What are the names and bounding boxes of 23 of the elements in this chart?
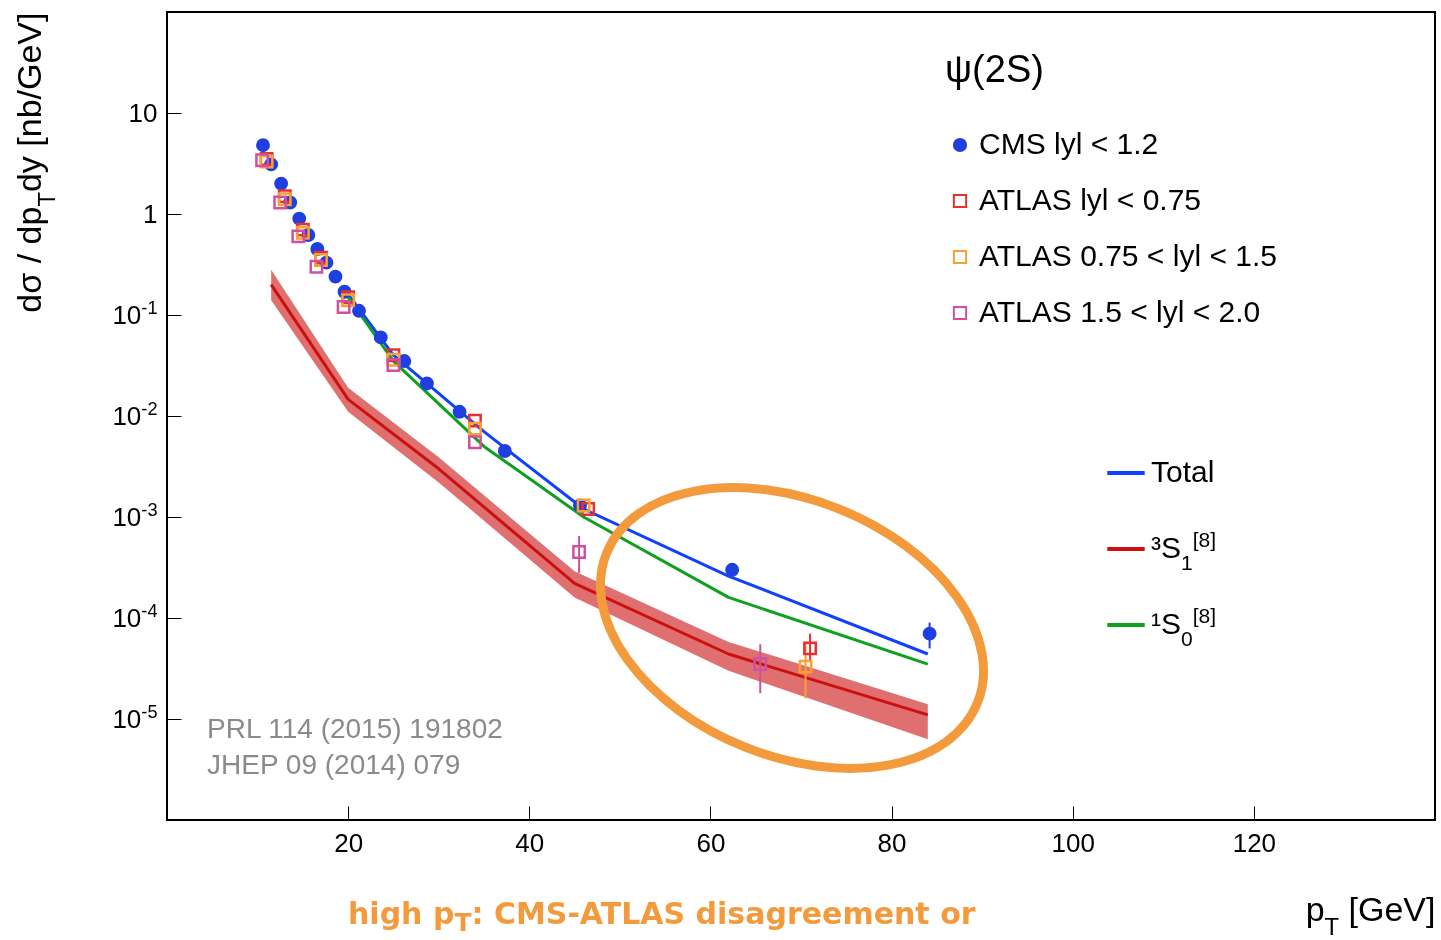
text: high p$_{T}$: CMS-ATLAS disagreement or bbox=[348, 896, 976, 937]
x-tick-label: 40 bbox=[515, 827, 545, 858]
y-tick-label: 1 bbox=[143, 198, 158, 229]
annotation: JHEP 09 (2014) 079 bbox=[207, 749, 461, 780]
x-axis-title: p$_{T}$ [GeV] bbox=[1305, 889, 1436, 939]
y-tick-label: 10$^{-2}$ bbox=[112, 398, 158, 431]
y-tick-label: 10$^{-4}$ bbox=[112, 600, 158, 633]
legend-title: ψ(2S) bbox=[945, 48, 1044, 90]
y-tick-label: 10$^{-3}$ bbox=[112, 499, 158, 532]
annotation: PRL 114 (2015) 191802 bbox=[207, 713, 503, 744]
legend-label: ATLAS 0.75 < lyl < 1.5 bbox=[979, 239, 1277, 272]
x-tick-label: 20 bbox=[334, 827, 364, 858]
y-tick-label: 10 bbox=[128, 97, 158, 128]
x-tick-label: 80 bbox=[877, 827, 907, 858]
y-tick-label: 10$^{-5}$ bbox=[112, 701, 158, 734]
x-tick-label: 120 bbox=[1232, 827, 1277, 858]
x-tick-label: 100 bbox=[1051, 827, 1095, 858]
y-tick-label: 10$^{-1}$ bbox=[112, 297, 158, 330]
x-tick-label: 60 bbox=[696, 827, 726, 858]
legend-label: ATLAS 1.5 < lyl < 2.0 bbox=[979, 295, 1261, 328]
legend-label: ATLAS lyl < 0.75 bbox=[979, 183, 1202, 216]
legend-label: CMS lyl < 1.2 bbox=[979, 127, 1159, 160]
legend-label: Total bbox=[1151, 455, 1215, 488]
